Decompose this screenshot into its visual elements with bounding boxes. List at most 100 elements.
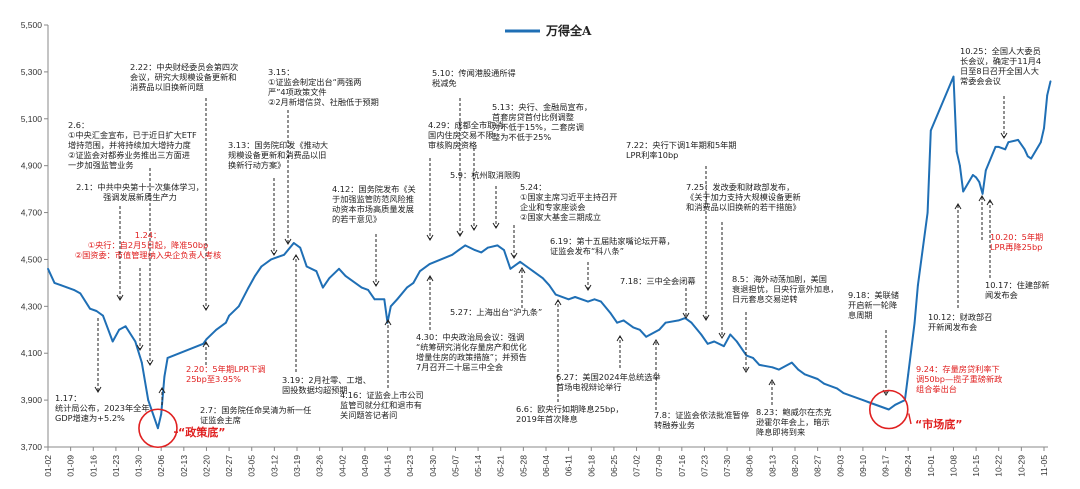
data-point — [752, 357, 754, 359]
annotation-text: 衰退担忧，日央行意外加息， — [732, 284, 838, 294]
y-tick-label: 3,700 — [21, 442, 43, 452]
data-point — [367, 289, 369, 291]
annotation-text: ②2月新增信贷、社融低于预期 — [268, 97, 379, 107]
data-point — [283, 253, 285, 256]
data-point — [328, 277, 331, 280]
data-point — [862, 399, 864, 401]
annotation-text: 5.24： — [520, 182, 546, 192]
annotation-text: ①中央汇金宣布，已于近日扩大ETF — [68, 130, 197, 140]
data-point — [616, 321, 618, 324]
data-point — [247, 286, 250, 289]
data-point — [457, 249, 460, 252]
data-point — [89, 307, 91, 310]
x-tick-label: 09-10 — [858, 455, 868, 477]
data-point — [160, 413, 163, 416]
annotation-text: 换新行动方案》 — [228, 160, 285, 170]
annotation-arrowhead — [426, 234, 434, 241]
x-tick-label: 08-13 — [767, 455, 777, 477]
data-point — [713, 340, 716, 343]
x-tick-label: 07-09 — [654, 455, 664, 477]
annotation-text: 一步加强监管业务 — [68, 160, 134, 170]
annotation-text: 降息即将到来 — [756, 427, 805, 437]
data-point — [955, 150, 958, 153]
data-point — [664, 321, 667, 324]
data-point — [360, 286, 363, 289]
annotation-arrowhead — [616, 335, 624, 342]
data-point — [140, 361, 143, 364]
data-point — [270, 258, 272, 261]
data-point — [315, 270, 318, 273]
x-tick-label: 01-30 — [134, 455, 144, 477]
data-point — [1004, 148, 1007, 151]
data-point — [609, 312, 612, 315]
annotation-a21: 2.1：中共中央第十一次集体学习，强调发展新质生产力 — [76, 182, 204, 301]
data-point — [567, 298, 570, 301]
annotation-text: 组合拳出台 — [916, 384, 957, 394]
data-point — [519, 260, 521, 263]
annotation-text: 消费品以旧换新问题 — [130, 82, 204, 92]
annotation-text: 日元套息交易逆转 — [732, 294, 798, 304]
data-point — [887, 408, 890, 411]
annotation-arrowhead — [116, 294, 124, 301]
annotation-text: 和消费品以旧换新的若干措施》 — [686, 202, 801, 212]
data-point — [541, 277, 544, 280]
data-point — [202, 342, 205, 345]
annotation-text: 企业和专家座谈会 — [520, 202, 586, 212]
annotation-text: 5.27：上海出台“沪九条” — [450, 307, 542, 317]
data-point — [503, 249, 505, 252]
x-tick-label: 02-27 — [224, 455, 234, 477]
callout-circle — [868, 389, 909, 430]
annotation-text: 于加强监管防范风险推 — [332, 194, 414, 204]
annotation-text: 3.13：国务院印发《推动大 — [228, 140, 328, 150]
annotation-arrowhead — [158, 387, 166, 394]
data-point — [228, 314, 231, 317]
data-point — [962, 190, 965, 193]
data-point — [926, 211, 929, 214]
data-point — [412, 282, 415, 284]
data-point — [166, 357, 169, 359]
annotation-arrowhead — [518, 267, 526, 274]
x-tick-label: 10-08 — [948, 455, 958, 477]
annotation-arrowhead — [718, 332, 726, 339]
data-point — [907, 373, 910, 376]
annotation-text: 增持范围，并将持续加大增持力度 — [68, 140, 191, 150]
data-point — [972, 174, 974, 176]
callout-policy: “政策底” — [138, 408, 225, 449]
annotation-text: 规模设备更新和消费品以旧 — [228, 150, 326, 160]
annotation-text: 25bp至3.95% — [186, 374, 241, 384]
data-point — [984, 169, 987, 172]
annotation-text: 6.6：欧央行如期降息25bp， — [516, 404, 624, 414]
x-tick-label: 09-03 — [835, 455, 845, 477]
data-point — [525, 265, 528, 268]
x-tick-label: 07-23 — [699, 455, 709, 477]
x-tick-label: 02-13 — [179, 455, 189, 477]
data-point — [758, 364, 761, 366]
data-point — [548, 284, 551, 287]
data-point — [638, 328, 641, 331]
x-tick-label: 02-20 — [201, 455, 211, 477]
annotation-a319: 3.19：2月社零、工增、固投数据均超预期 — [282, 254, 371, 395]
annotation-arrowhead — [510, 252, 518, 259]
x-tick-label: 09-17 — [881, 455, 891, 477]
annotation-a66: 6.6：欧央行如期降息25bp，2019年首次降息 — [516, 299, 624, 424]
annotation-a513: 5.13：央行、金融局宣布，首套房贷首付比例调整为不低于15%，二套房调整为不低… — [470, 102, 592, 231]
x-tick-label: 08-27 — [813, 455, 823, 477]
annotation-arrowhead — [372, 280, 380, 287]
annotation-text: 闻发布会 — [985, 290, 1018, 300]
callout-label: “政策底” — [178, 425, 225, 439]
annotation-text: 6.27：美国2024年总统选举 — [556, 372, 661, 382]
annotation-text: 5.13：央行、金融局宣布， — [492, 102, 592, 112]
data-point — [554, 293, 557, 296]
annotation-text: 严”4项政策文件 — [268, 87, 327, 97]
data-point — [260, 265, 263, 268]
annotation-text: 10.17：住建部新 — [985, 280, 1049, 290]
data-point — [735, 340, 738, 343]
data-point — [1030, 157, 1032, 160]
data-point — [1049, 80, 1052, 83]
annotation-arrowhead — [146, 359, 154, 366]
